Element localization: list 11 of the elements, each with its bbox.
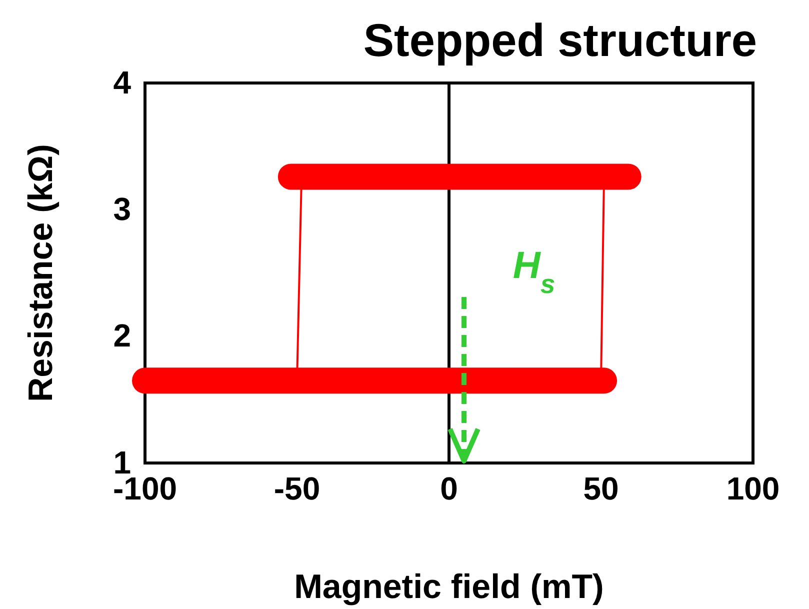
x-axis-title: Magnetic field (mT) <box>294 568 604 606</box>
y-tick-label: 4 <box>113 64 132 100</box>
y-axis-title: Resistance (kΩ) <box>22 144 60 402</box>
x-tick-label: 100 <box>726 470 780 507</box>
x-tick-label: -50 <box>274 470 320 507</box>
y-tick-label: 3 <box>113 190 131 227</box>
annotation: H$_{s}$ <box>512 245 556 299</box>
x-tick-label: 50 <box>583 470 619 507</box>
y-tick-label: 2 <box>113 318 131 354</box>
x-tick-label: 0 <box>440 470 458 507</box>
chart-title: Stepped structure <box>363 14 757 66</box>
